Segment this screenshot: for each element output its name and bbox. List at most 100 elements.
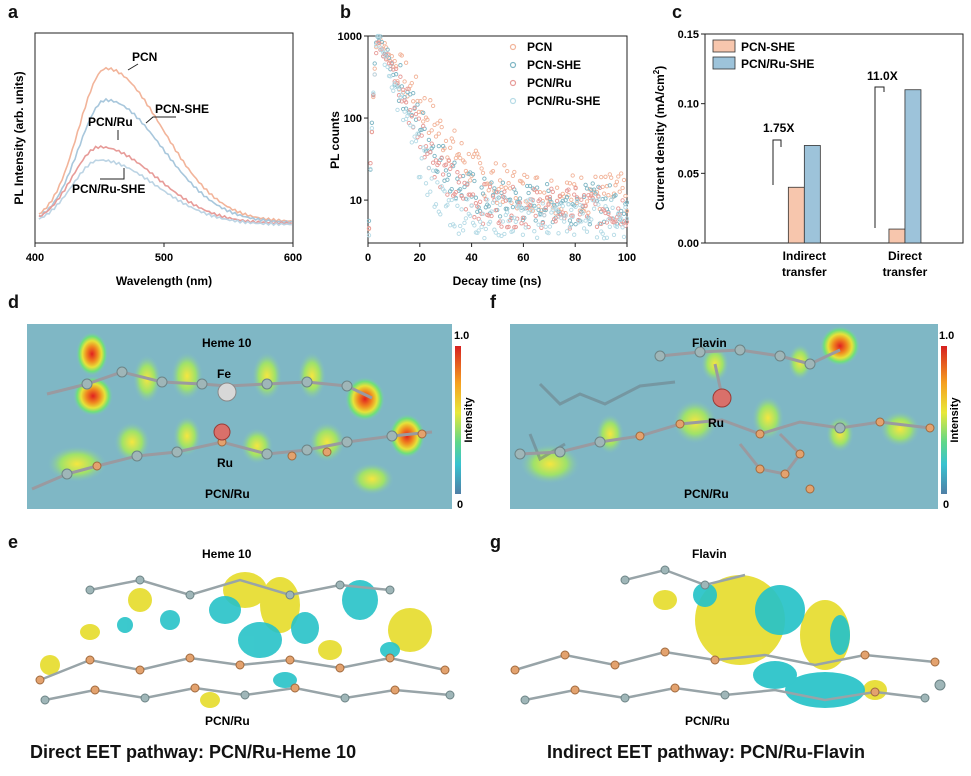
- chart-b-point-1: [574, 196, 580, 202]
- chart-b-point-2: [449, 163, 454, 168]
- charge-density-map-d: Fe Ru Heme 10 PCN/Ru: [27, 324, 452, 509]
- chart-b-legend-label: PCN: [527, 40, 552, 54]
- chart-b-point-3: [452, 224, 457, 229]
- chart-b-point-3: [383, 54, 389, 59]
- chart-b-point-2: [389, 60, 394, 65]
- chart-b-point-2: [453, 189, 459, 195]
- chart-b-point-2: [537, 197, 543, 202]
- chart-b-point-3: [590, 197, 595, 203]
- chart-b-point-1: [624, 200, 630, 205]
- chart-b-point-2: [391, 67, 396, 72]
- chart-b-point-0: [430, 103, 436, 109]
- chart-b-point-3: [597, 196, 602, 201]
- chart-b-point-3: [463, 216, 469, 221]
- chart-a-label-pcn-ru: PCN/Ru: [88, 115, 133, 129]
- chart-b-point-2: [599, 221, 604, 227]
- chart-b-point-0: [435, 121, 440, 126]
- chart-b-legend-label: PCN/Ru-SHE: [527, 94, 600, 108]
- chart-b-point-2: [532, 187, 537, 192]
- chart-b-point-2: [533, 213, 538, 219]
- chart-b-point-2: [421, 123, 426, 129]
- chart-b-point-1: [591, 187, 597, 192]
- chart-a-label-pcn-ru-she: PCN/Ru-SHE: [72, 182, 145, 196]
- chart-b-point-1: [489, 180, 494, 185]
- chart-b-point-1: [385, 47, 390, 52]
- chart-b-point-2: [546, 202, 551, 207]
- chart-b-point-1: [533, 218, 538, 223]
- chart-b-point-2: [446, 158, 451, 163]
- chart-a-xtick-label: 600: [284, 252, 302, 264]
- chart-b-point-3: [505, 210, 510, 215]
- chart-b-point-0: [621, 177, 627, 183]
- chart-b-xtick-label: 60: [517, 252, 529, 264]
- chart-b-point-2: [513, 224, 518, 230]
- chart-b-point-3: [371, 90, 376, 95]
- chart-b-point-3: [496, 233, 501, 238]
- chart-b-point-3: [606, 217, 611, 222]
- chart-c-ylabel: Current density (mA/cm2): [652, 66, 667, 210]
- chart-b-point-3: [462, 220, 467, 226]
- chart-b-point-3: [460, 228, 466, 233]
- chart-b-point-3: [455, 203, 460, 208]
- chart-b-point-1: [458, 187, 463, 192]
- chart-b-point-3: [543, 224, 548, 229]
- chart-b-frame: [367, 35, 628, 244]
- chart-b-point-1: [479, 185, 484, 190]
- structure-e-carbon-atoms: [35, 653, 450, 695]
- chart-b-point-0: [436, 131, 441, 136]
- chart-b-point-2: [412, 105, 417, 110]
- chart-b-point-0: [486, 188, 491, 193]
- chart-b-point-2: [445, 192, 450, 197]
- chart-b-point-2: [416, 116, 422, 121]
- structure-e-nitrogen-atoms: [40, 575, 455, 705]
- chart-a-curve-1: [38, 97, 293, 225]
- chart-c-legend-label: PCN/Ru-SHE: [741, 57, 814, 71]
- chart-b-point-1: [543, 207, 548, 213]
- chart-b-point-2: [587, 195, 592, 200]
- chart-b-point-3: [591, 206, 597, 211]
- chart-b-point-2: [456, 180, 461, 185]
- chart-b-point-3: [610, 205, 615, 210]
- chart-b-point-3: [430, 168, 436, 173]
- chart-b-point-3: [369, 126, 375, 131]
- chart-b-point-1: [486, 204, 491, 209]
- colorbar-f: 1.0 0 Intensity: [939, 330, 961, 511]
- chart-b-point-2: [620, 198, 625, 203]
- chart-b-point-3: [490, 200, 496, 205]
- chart-c-ytick-label: 0.00: [678, 238, 699, 250]
- chart-b-point-3: [559, 215, 564, 221]
- chart-b-point-0: [475, 151, 480, 156]
- chart-b-point-0: [569, 197, 574, 202]
- chart-b-point-3: [438, 212, 443, 217]
- chart-b-point-3: [393, 84, 399, 89]
- chart-b-point-1: [460, 173, 466, 179]
- chart-b-point-1: [432, 153, 437, 159]
- chart-c-bracket-direct: [874, 86, 885, 228]
- chart-b-point-3: [382, 62, 387, 67]
- chart-b-point-2: [560, 210, 565, 215]
- chart-b-point-0: [499, 184, 504, 190]
- chart-b-point-3: [465, 197, 470, 202]
- chart-b-xlabel: Decay time (ns): [453, 274, 542, 288]
- map-f-graphic: Ru Flavin PCN/Ru: [510, 324, 938, 509]
- chart-b-ylabel: PL counts: [328, 111, 342, 169]
- chart-b-point-3: [577, 202, 583, 208]
- charge-difference-structure-e: Heme 10 PCN/Ru: [35, 547, 455, 728]
- chart-b-point-3: [381, 50, 386, 55]
- chart-b-point-0: [490, 168, 496, 174]
- charge-density-map-f: Ru Flavin PCN/Ru: [510, 324, 938, 509]
- chart-b-point-2: [472, 215, 477, 220]
- chart-b-point-2: [376, 40, 382, 46]
- chart-b-point-1: [584, 186, 590, 191]
- chart-b-point-1: [513, 190, 518, 195]
- chart-b-point-1: [445, 177, 450, 182]
- chart-b-point-2: [460, 196, 466, 201]
- chart-c-category-label: Indirect: [783, 249, 826, 263]
- chart-b-point-0: [620, 185, 625, 191]
- chart-b-point-2: [554, 198, 560, 204]
- chart-b-point-0: [452, 128, 457, 133]
- chart-b-point-2: [368, 161, 373, 166]
- chart-b-point-3: [611, 232, 617, 238]
- chart-b-point-3: [487, 219, 493, 225]
- chart-b-point-3: [372, 72, 377, 77]
